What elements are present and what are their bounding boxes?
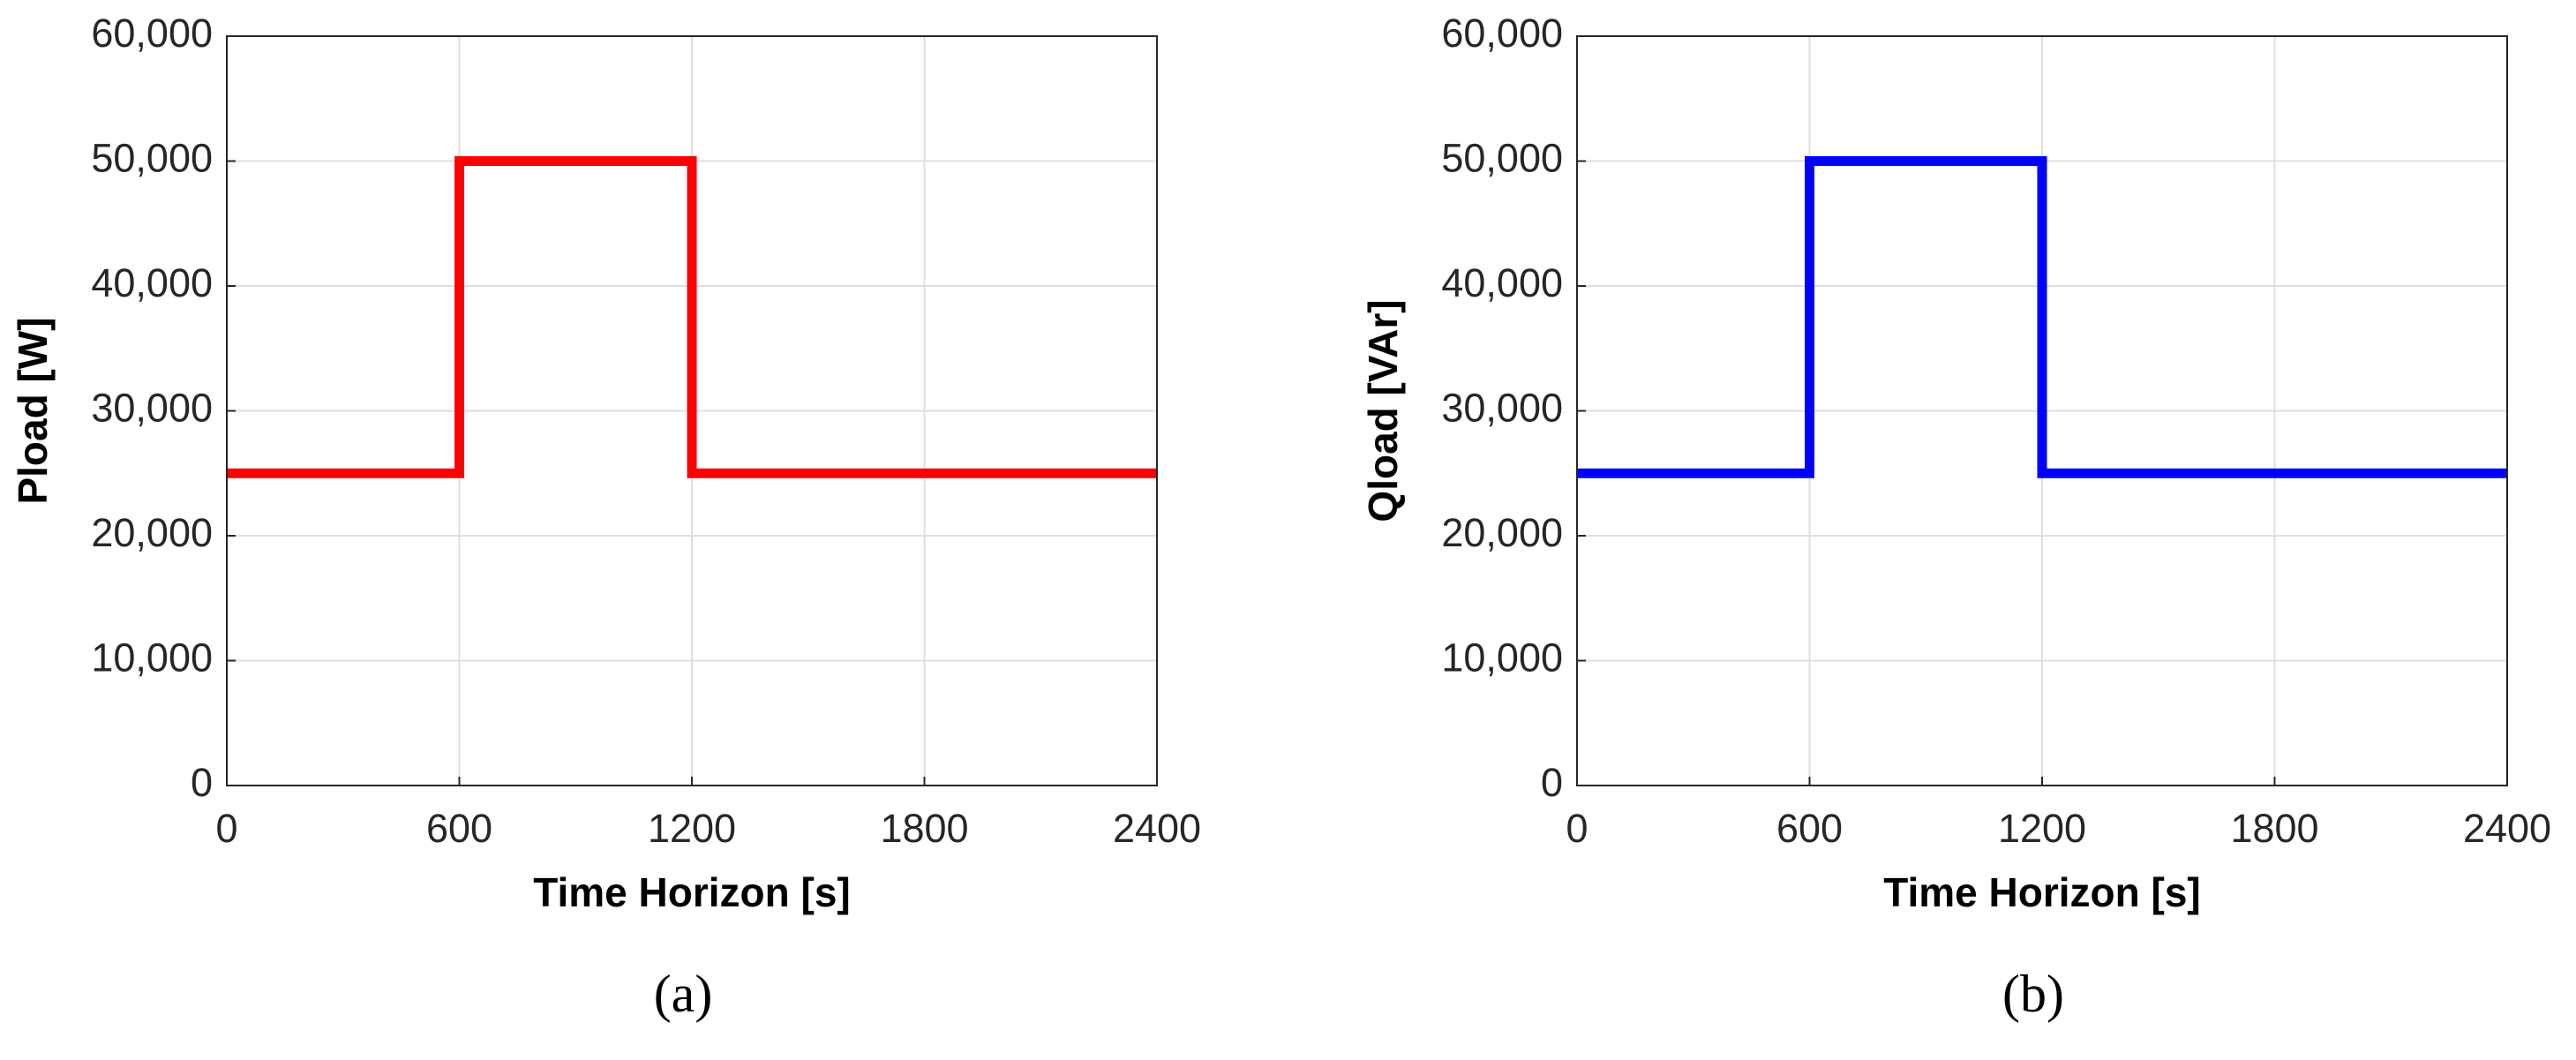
y-axis-label: Qload [VAr] xyxy=(1360,299,1406,522)
x-tick-label: 0 xyxy=(1566,806,1588,851)
x-tick-label: 1800 xyxy=(2230,806,2318,851)
data-line xyxy=(1577,156,2507,478)
y-tick-label: 40,000 xyxy=(1441,260,1563,305)
x-tick-label: 600 xyxy=(426,806,492,851)
y-tick-label: 0 xyxy=(191,760,213,805)
y-tick-label: 10,000 xyxy=(91,635,213,680)
caption: (b) xyxy=(2002,965,2064,1023)
y-tick-label: 40,000 xyxy=(91,260,213,305)
x-axis-label: Time Horizon [s] xyxy=(533,869,851,915)
y-tick-label: 50,000 xyxy=(1441,135,1563,180)
x-tick-label: 600 xyxy=(1776,806,1843,851)
x-tick-label: 1200 xyxy=(1998,806,2086,851)
x-tick-label: 0 xyxy=(215,806,237,851)
y-tick-label: 50,000 xyxy=(91,135,213,180)
y-tick-label: 30,000 xyxy=(1441,385,1563,430)
x-tick-label: 1800 xyxy=(880,806,968,851)
y-tick-label: 20,000 xyxy=(91,510,213,555)
y-axis-label: Pload [W] xyxy=(10,317,56,504)
y-tick-label: 20,000 xyxy=(1441,510,1563,555)
y-tick-label: 0 xyxy=(1541,760,1563,805)
data-line xyxy=(227,156,1157,478)
axes-box xyxy=(1576,35,2508,786)
axes-box xyxy=(226,35,1158,786)
x-axis-label: Time Horizon [s] xyxy=(1883,869,2201,915)
y-tick-label: 10,000 xyxy=(1441,635,1563,680)
y-tick-label: 60,000 xyxy=(1441,11,1563,56)
caption: (a) xyxy=(654,965,713,1023)
y-tick-label: 60,000 xyxy=(91,11,213,56)
x-tick-label: 2400 xyxy=(2463,806,2551,851)
y-tick-label: 30,000 xyxy=(91,385,213,430)
x-tick-label: 1200 xyxy=(648,806,736,851)
x-tick-label: 2400 xyxy=(1113,806,1201,851)
